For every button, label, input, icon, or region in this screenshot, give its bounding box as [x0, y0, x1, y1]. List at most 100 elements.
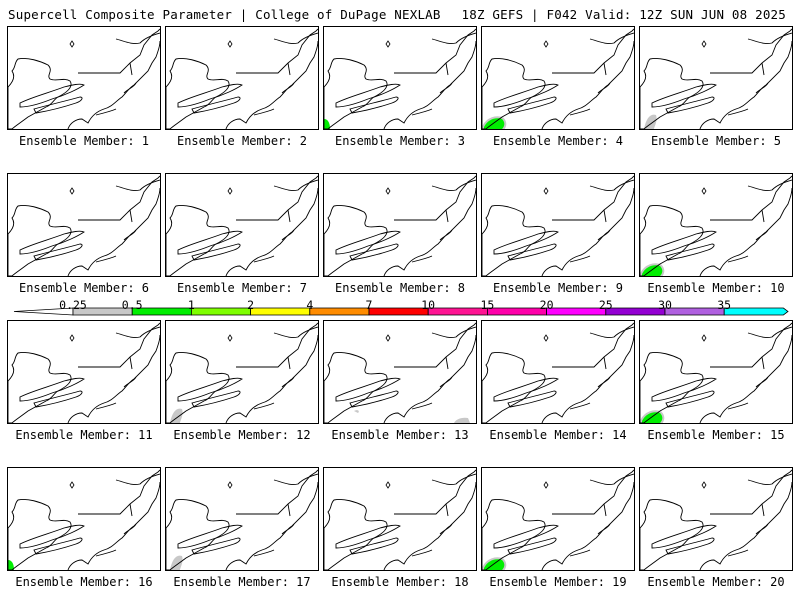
- diamond-marker-icon: [385, 187, 391, 195]
- east-coastline: [541, 481, 634, 570]
- east-coastline: [383, 481, 476, 570]
- colorbar-tick-label: 20: [539, 298, 554, 312]
- ensemble-map-panel: [7, 467, 161, 571]
- state-border: [552, 175, 634, 223]
- lake-outline: [665, 537, 715, 555]
- island-outline: [253, 376, 295, 410]
- island-outline: [95, 523, 137, 557]
- state-border: [710, 175, 792, 223]
- lake-outline: [651, 230, 717, 255]
- river-outline: [273, 473, 318, 485]
- island-outline: [95, 82, 137, 116]
- island-outline: [253, 229, 295, 263]
- east-coastline: [383, 187, 476, 276]
- east-coastline: [383, 40, 476, 129]
- map-basemap: [482, 469, 634, 570]
- ensemble-map-panel: [639, 173, 793, 277]
- state-border: [552, 322, 634, 370]
- colorbar-segment: [487, 307, 547, 316]
- coastline: [482, 352, 546, 423]
- diamond-marker-icon: [69, 187, 75, 195]
- map-basemap: [324, 28, 476, 129]
- member-caption: Ensemble Member: 14: [489, 428, 627, 442]
- map-basemap: [482, 175, 634, 276]
- coastline: [8, 58, 72, 129]
- island-outline: [95, 376, 137, 410]
- map-basemap: [166, 175, 318, 276]
- river-outline: [589, 473, 634, 485]
- state-border: [394, 175, 476, 223]
- lake-outline: [349, 537, 399, 555]
- east-coastline: [225, 334, 318, 423]
- colorbar-segment: [546, 307, 607, 316]
- river-outline: [589, 32, 634, 44]
- lake-outline: [335, 524, 401, 549]
- lake-outline: [177, 230, 243, 255]
- coastline: [166, 58, 230, 129]
- lake-outline: [665, 96, 715, 114]
- ensemble-map-panel: [481, 320, 635, 424]
- state-border: [710, 322, 792, 370]
- lake-outline: [19, 377, 85, 402]
- diamond-marker-icon: [227, 187, 233, 195]
- member-caption: Ensemble Member: 7: [176, 281, 308, 295]
- east-coastline: [699, 40, 792, 129]
- lake-outline: [177, 524, 243, 549]
- lake-outline: [335, 230, 401, 255]
- scp-shaded-area: [484, 118, 505, 129]
- state-border: [552, 469, 634, 517]
- diamond-marker-icon: [227, 334, 233, 342]
- ensemble-map-panel: [7, 26, 161, 130]
- member-caption: Ensemble Member: 10: [647, 281, 785, 295]
- ensemble-map-panel: [165, 26, 319, 130]
- diamond-marker-icon: [701, 334, 707, 342]
- river-outline: [431, 326, 476, 338]
- state-border: [78, 175, 160, 223]
- coastline: [324, 58, 388, 129]
- member-caption: Ensemble Member: 19: [489, 575, 627, 589]
- diamond-marker-icon: [385, 481, 391, 489]
- east-coastline: [699, 187, 792, 276]
- member-caption: Ensemble Member: 13: [331, 428, 469, 442]
- lake-outline: [191, 96, 241, 114]
- island-outline: [727, 376, 769, 410]
- ensemble-map-panel: [639, 26, 793, 130]
- river-outline: [115, 473, 160, 485]
- east-coastline: [67, 187, 160, 276]
- river-outline: [589, 326, 634, 338]
- diamond-marker-icon: [69, 334, 75, 342]
- member-caption: Ensemble Member: 17: [173, 575, 311, 589]
- ensemble-map-panel: [481, 26, 635, 130]
- map-title: Supercell Composite Parameter | College …: [8, 7, 441, 22]
- state-border: [552, 28, 634, 76]
- member-caption: Ensemble Member: 8: [334, 281, 466, 295]
- member-caption: Ensemble Member: 6: [18, 281, 150, 295]
- ensemble-map-panel: [323, 467, 477, 571]
- map-basemap: [8, 322, 160, 423]
- ensemble-map-panel: [639, 467, 793, 571]
- river-outline: [273, 179, 318, 191]
- coastline: [640, 499, 704, 570]
- diamond-marker-icon: [385, 334, 391, 342]
- ensemble-map-panel: [481, 173, 635, 277]
- member-caption: Ensemble Member: 5: [650, 134, 782, 148]
- member-caption: Ensemble Member: 18: [331, 575, 469, 589]
- scp-shaded-area: [8, 560, 14, 570]
- map-basemap: [324, 469, 476, 570]
- river-outline: [115, 326, 160, 338]
- member-caption: Ensemble Member: 11: [15, 428, 153, 442]
- lake-outline: [191, 537, 241, 555]
- diamond-marker-icon: [701, 40, 707, 48]
- ensemble-map-panel: [323, 173, 477, 277]
- state-border: [394, 322, 476, 370]
- colorbar-tick-label: 25: [598, 298, 613, 312]
- river-outline: [589, 179, 634, 191]
- state-border: [78, 28, 160, 76]
- coastline: [324, 499, 388, 570]
- island-outline: [569, 229, 611, 263]
- east-coastline: [67, 481, 160, 570]
- lake-outline: [651, 524, 717, 549]
- lake-outline: [19, 524, 85, 549]
- lake-outline: [507, 96, 557, 114]
- island-outline: [727, 523, 769, 557]
